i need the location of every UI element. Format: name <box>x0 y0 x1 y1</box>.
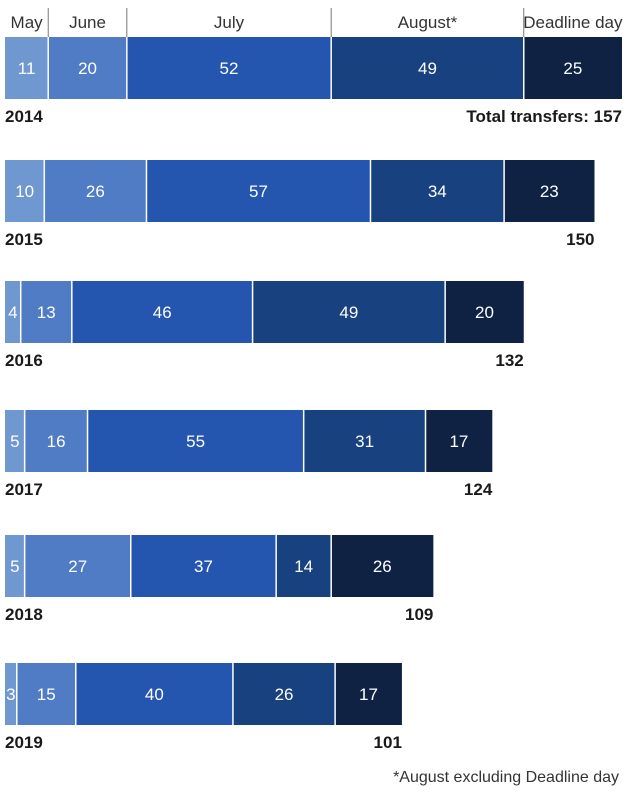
bar-segment <box>5 535 25 597</box>
segment-value-label: 13 <box>37 303 56 322</box>
bar-group-2014: 11 20 52 49 25 2014 Total transfers: 157 <box>5 37 622 126</box>
segment-value-label: 40 <box>145 685 164 704</box>
segment-value-label: 46 <box>153 303 172 322</box>
bar-segment <box>445 281 524 343</box>
bar-group-2017: 5 16 55 31 17 2017 124 <box>5 410 493 499</box>
segment-value-label: 52 <box>220 59 239 78</box>
bar-group-2018: 5 27 37 14 26 2018 109 <box>5 535 434 624</box>
segment-value-label: 23 <box>540 182 559 201</box>
segment-value-label: 25 <box>563 59 582 78</box>
segment-value-label: 57 <box>249 182 268 201</box>
bar-segment <box>425 410 493 472</box>
bar-group-2015: 10 26 57 34 23 2015 150 <box>5 160 595 249</box>
bar-segment <box>303 410 426 472</box>
segment-value-label: 26 <box>86 182 105 201</box>
segment-value-label: 17 <box>359 685 378 704</box>
segment-value-label: 11 <box>18 59 36 78</box>
bar-segment <box>5 663 17 725</box>
segment-value-label: 34 <box>428 182 447 201</box>
bar-segment <box>71 281 253 343</box>
segment-value-label: 15 <box>37 685 56 704</box>
total-label: 132 <box>495 351 523 370</box>
month-label: May <box>11 13 44 32</box>
segment-value-label: 37 <box>194 557 213 576</box>
segment-value-label: 20 <box>475 303 494 322</box>
bar-group-2019: 3 15 40 26 17 2019 101 <box>5 663 402 752</box>
month-label: June <box>69 13 106 32</box>
year-label: 2017 <box>5 480 43 499</box>
bar-group-2016: 4 13 46 49 20 2016 132 <box>5 281 524 370</box>
bar-segment <box>87 410 304 472</box>
bar-segment <box>5 281 21 343</box>
segment-value-label: 27 <box>68 557 87 576</box>
month-label: August* <box>398 13 458 32</box>
bar-segment <box>5 410 25 472</box>
segment-value-label: 3 <box>6 685 15 704</box>
bar-segment <box>24 535 131 597</box>
year-label: 2016 <box>5 351 43 370</box>
bar-segment <box>232 663 336 725</box>
total-label: 109 <box>405 605 433 624</box>
footnote: *August excluding Deadline day <box>393 769 619 786</box>
bar-segment <box>24 410 88 472</box>
bar-segment <box>331 535 434 597</box>
year-label: 2015 <box>5 230 43 249</box>
segment-value-label: 16 <box>47 432 66 451</box>
bar-segment <box>5 160 45 222</box>
total-label: 124 <box>464 480 493 499</box>
month-label: Deadline day <box>523 13 623 32</box>
bar-segment <box>504 160 595 222</box>
segment-value-label: 17 <box>449 432 468 451</box>
bar-segment <box>126 37 332 99</box>
segment-value-label: 26 <box>275 685 294 704</box>
bar-segment <box>276 535 332 597</box>
bar-segment <box>48 37 127 99</box>
segment-value-label: 10 <box>15 182 34 201</box>
year-label: 2019 <box>5 733 43 752</box>
segment-value-label: 49 <box>339 303 358 322</box>
segment-value-label: 5 <box>10 557 19 576</box>
year-label: 2018 <box>5 605 43 624</box>
bar-segment <box>130 535 277 597</box>
total-label: 150 <box>566 230 594 249</box>
segment-value-label: 31 <box>355 432 374 451</box>
bar-segment <box>16 663 76 725</box>
bar-segment <box>5 37 49 99</box>
bar-segment <box>146 160 371 222</box>
segment-value-label: 26 <box>373 557 392 576</box>
total-label: Total transfers: 157 <box>466 107 622 126</box>
segment-value-label: 55 <box>186 432 205 451</box>
year-label: 2014 <box>5 107 43 126</box>
bar-segment <box>335 663 402 725</box>
segment-value-label: 49 <box>418 59 437 78</box>
bar-segment <box>331 37 524 99</box>
segment-value-label: 4 <box>8 303 17 322</box>
month-label: July <box>214 13 245 32</box>
bar-segment <box>523 37 622 99</box>
bar-segment <box>20 281 72 343</box>
bar-segment <box>252 281 446 343</box>
segment-value-label: 5 <box>10 432 19 451</box>
bar-segment <box>44 160 147 222</box>
bar-segment <box>75 663 233 725</box>
bar-segment <box>370 160 505 222</box>
total-label: 101 <box>374 733 402 752</box>
segment-value-label: 20 <box>78 59 97 78</box>
segment-value-label: 14 <box>294 557 313 576</box>
